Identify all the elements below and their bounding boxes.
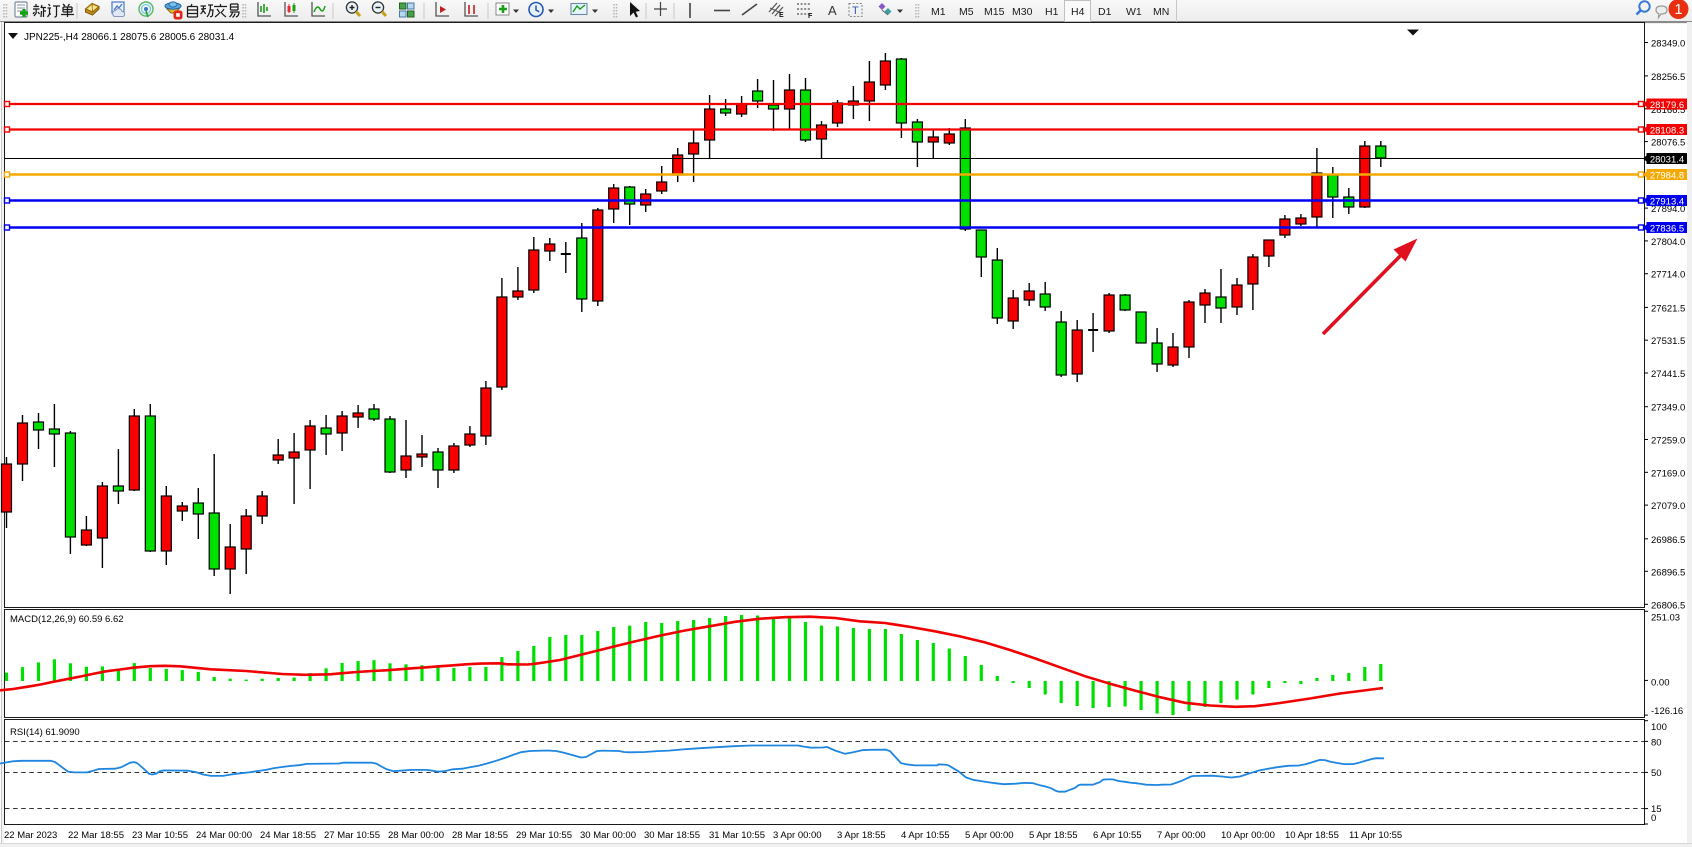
svg-text:30 Mar 18:55: 30 Mar 18:55	[644, 830, 700, 841]
svg-text:0.00: 0.00	[1651, 677, 1670, 688]
svg-text:28076.5: 28076.5	[1651, 138, 1685, 149]
svg-text:27894.0: 27894.0	[1651, 204, 1685, 215]
svg-text:27804.0: 27804.0	[1651, 237, 1685, 248]
svg-text:0: 0	[1651, 813, 1656, 824]
svg-text:26896.5: 26896.5	[1651, 567, 1685, 578]
svg-text:M5: M5	[959, 6, 974, 18]
svg-text:27621.5: 27621.5	[1651, 303, 1685, 314]
svg-text:1: 1	[1674, 2, 1682, 18]
svg-text:27079.0: 27079.0	[1651, 501, 1685, 512]
svg-text:F: F	[808, 13, 813, 20]
svg-text:100: 100	[1651, 722, 1667, 733]
svg-text:H4: H4	[1071, 6, 1085, 18]
svg-text:24 Mar 18:55: 24 Mar 18:55	[260, 830, 316, 841]
svg-text:MN: MN	[1153, 6, 1169, 18]
svg-text:27441.5: 27441.5	[1651, 369, 1685, 380]
svg-text:M15: M15	[984, 6, 1005, 18]
svg-text:15: 15	[1651, 804, 1662, 815]
svg-text:26806.5: 26806.5	[1651, 600, 1685, 611]
svg-text:27169.0: 27169.0	[1651, 468, 1685, 479]
svg-text:JPN225-,H4 28066.1 28075.6 28: JPN225-,H4 28066.1 28075.6 28005.6 28031…	[24, 32, 235, 43]
svg-text:80: 80	[1651, 737, 1662, 748]
svg-text:27836.5: 27836.5	[1650, 224, 1684, 235]
svg-text:11 Apr 10:55: 11 Apr 10:55	[1349, 830, 1402, 841]
svg-text:27349.0: 27349.0	[1651, 403, 1685, 414]
svg-text:28349.0: 28349.0	[1651, 39, 1685, 50]
svg-text:10 Apr 18:55: 10 Apr 18:55	[1285, 830, 1339, 841]
svg-text:23 Mar 10:55: 23 Mar 10:55	[132, 830, 188, 841]
svg-text:RSI(14) 61.9090: RSI(14) 61.9090	[10, 727, 80, 738]
svg-text:27913.4: 27913.4	[1650, 197, 1684, 208]
svg-text:27714.0: 27714.0	[1651, 270, 1685, 281]
svg-text:28179.6: 28179.6	[1650, 100, 1684, 111]
svg-text:H1: H1	[1045, 6, 1059, 18]
svg-text:M1: M1	[931, 6, 946, 18]
svg-text:6 Apr 10:55: 6 Apr 10:55	[1093, 830, 1142, 841]
svg-text:22 Mar 18:55: 22 Mar 18:55	[68, 830, 124, 841]
svg-text:27 Mar 10:55: 27 Mar 10:55	[324, 830, 380, 841]
svg-text:MACD(12,26,9) 60.59 6.62: MACD(12,26,9) 60.59 6.62	[10, 614, 124, 625]
svg-text:D1: D1	[1098, 6, 1112, 18]
svg-text:28 Mar 00:00: 28 Mar 00:00	[388, 830, 444, 841]
svg-text:27984.8: 27984.8	[1650, 171, 1684, 182]
svg-text:251.03: 251.03	[1651, 612, 1680, 623]
svg-text:30 Mar 00:00: 30 Mar 00:00	[580, 830, 636, 841]
svg-text:28 Mar 18:55: 28 Mar 18:55	[452, 830, 508, 841]
svg-text:3 Apr 00:00: 3 Apr 00:00	[773, 830, 822, 841]
svg-text:28031.4: 28031.4	[1650, 155, 1684, 166]
svg-text:T: T	[852, 5, 859, 17]
svg-text:28166.5: 28166.5	[1651, 105, 1685, 116]
svg-text:28108.3: 28108.3	[1650, 126, 1684, 137]
svg-text:28256.5: 28256.5	[1651, 72, 1685, 83]
svg-text:29 Mar 10:55: 29 Mar 10:55	[516, 830, 572, 841]
svg-text:M30: M30	[1012, 6, 1033, 18]
svg-text:27259.0: 27259.0	[1651, 436, 1685, 447]
svg-text:5 Apr 00:00: 5 Apr 00:00	[965, 830, 1014, 841]
svg-text:E: E	[779, 12, 784, 19]
svg-text:A: A	[828, 3, 837, 18]
svg-text:4 Apr 10:55: 4 Apr 10:55	[901, 830, 950, 841]
svg-text:7 Apr 00:00: 7 Apr 00:00	[1157, 830, 1206, 841]
svg-text:31 Mar 10:55: 31 Mar 10:55	[709, 830, 765, 841]
svg-text:24 Mar 00:00: 24 Mar 00:00	[196, 830, 252, 841]
svg-text:5 Apr 18:55: 5 Apr 18:55	[1029, 830, 1078, 841]
svg-text:3 Apr 18:55: 3 Apr 18:55	[837, 830, 886, 841]
svg-text:22 Mar 2023: 22 Mar 2023	[4, 830, 57, 841]
svg-text:10 Apr 00:00: 10 Apr 00:00	[1221, 830, 1275, 841]
svg-text:50: 50	[1651, 768, 1662, 779]
svg-text:27531.5: 27531.5	[1651, 336, 1685, 347]
svg-text:W1: W1	[1126, 6, 1142, 18]
svg-text:26986.5: 26986.5	[1651, 535, 1685, 546]
svg-text:-126.16: -126.16	[1651, 706, 1683, 717]
